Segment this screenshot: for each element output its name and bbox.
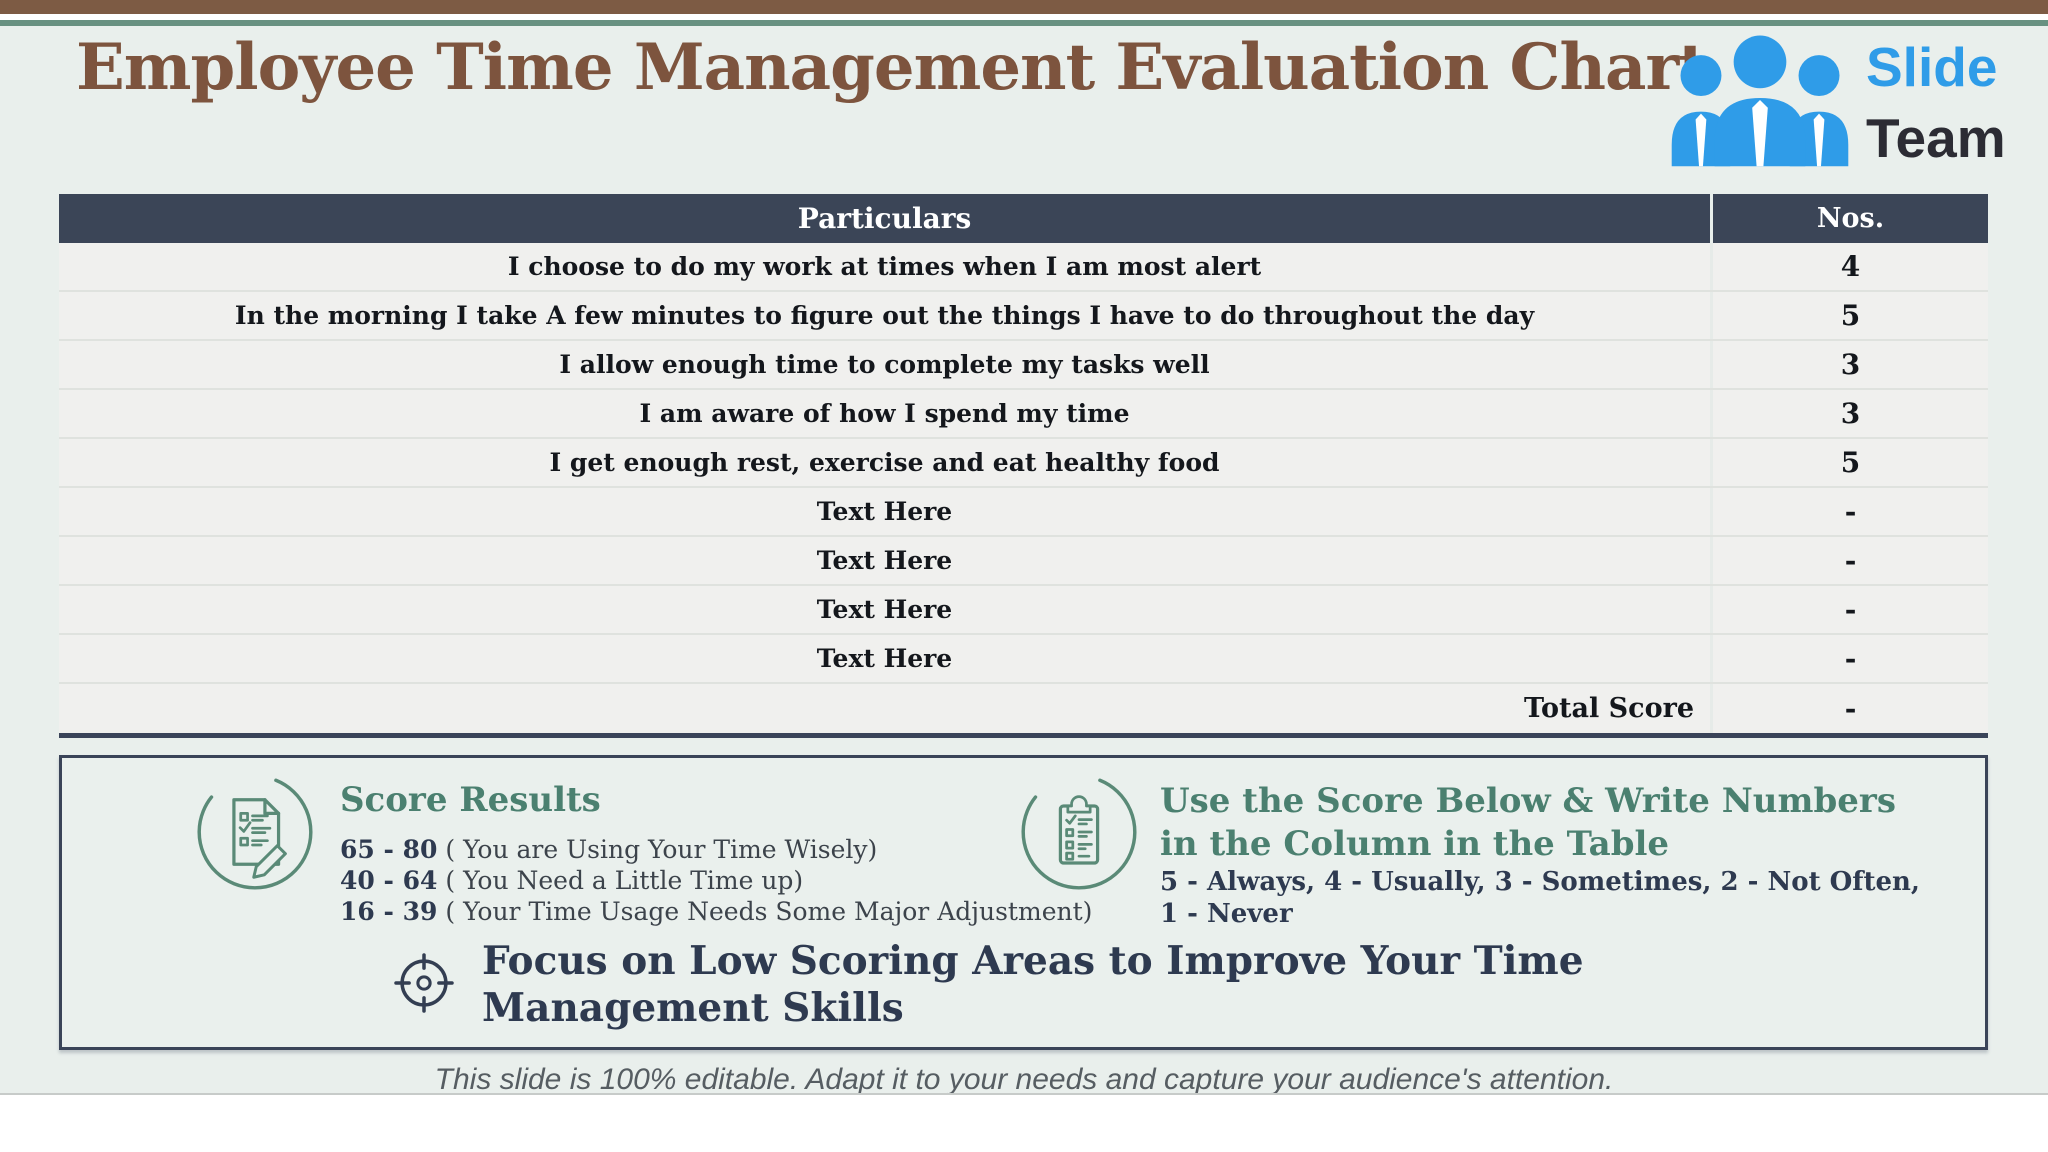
nos-cell: - bbox=[1710, 537, 1988, 584]
header-particulars: Particulars bbox=[797, 202, 972, 235]
score-key-heading: Use the Score Below & Write Numbers in t… bbox=[1160, 780, 1896, 866]
nos-cell: 3 bbox=[1710, 341, 1988, 388]
nos-cell: - bbox=[1710, 635, 1988, 682]
top-accent-bar-green bbox=[0, 20, 2048, 26]
particular-cell: Text Here bbox=[816, 595, 953, 624]
focus-statement: Focus on Low Scoring Areas to Improve Yo… bbox=[482, 938, 1584, 1032]
nos-cell: 4 bbox=[1710, 243, 1988, 290]
clipboard-checklist-icon bbox=[1021, 774, 1137, 890]
top-accent-bar-white bbox=[0, 14, 2048, 20]
particular-cell: I get enough rest, exercise and eat heal… bbox=[549, 448, 1220, 477]
score-key-heading-line1: Use the Score Below & Write Numbers bbox=[1160, 781, 1896, 821]
score-range-text: ( You Need a Little Time up) bbox=[445, 866, 804, 895]
table-row: Text Here - bbox=[59, 635, 1988, 684]
target-icon bbox=[394, 953, 454, 1013]
particular-cell: I allow enough time to complete my tasks… bbox=[559, 350, 1210, 379]
particular-cell: I am aware of how I spend my time bbox=[639, 399, 1130, 428]
particular-cell: Text Here bbox=[816, 644, 953, 673]
table-row: Text Here - bbox=[59, 488, 1988, 537]
score-range-text: ( You are Using Your Time Wisely) bbox=[445, 835, 878, 864]
score-legend-panel: Score Results 65 - 80( You are Using You… bbox=[59, 755, 1988, 1050]
logo-word-team: Team bbox=[1866, 107, 2006, 169]
nos-cell: - bbox=[1710, 488, 1988, 535]
score-results-heading: Score Results bbox=[340, 780, 601, 820]
score-range-line: 40 - 64( You Need a Little Time up) bbox=[340, 865, 1092, 896]
focus-statement-line2: Management Skills bbox=[482, 985, 904, 1031]
score-range-text: ( Your Time Usage Needs Some Major Adjus… bbox=[445, 897, 1093, 926]
particular-cell: In the morning I take A few minutes to f… bbox=[234, 301, 1535, 330]
table-row: I choose to do my work at times when I a… bbox=[59, 243, 1988, 292]
document-checklist-icon bbox=[197, 774, 313, 890]
table-row: I am aware of how I spend my time 3 bbox=[59, 390, 1988, 439]
people-icon bbox=[1671, 35, 1849, 167]
slideteam-logo: Slide Team bbox=[1660, 28, 2006, 168]
table-row: In the morning I take A few minutes to f… bbox=[59, 292, 1988, 341]
header-nos: Nos. bbox=[1710, 194, 1988, 243]
page-title: Employee Time Management Evaluation Char… bbox=[76, 30, 1708, 105]
focus-statement-line1: Focus on Low Scoring Areas to Improve Yo… bbox=[482, 938, 1584, 984]
nos-cell: 3 bbox=[1710, 390, 1988, 437]
bottom-white-band bbox=[0, 1093, 2048, 1152]
table-header-row: Particulars Nos. bbox=[59, 194, 1988, 243]
score-key-text-line2: 1 - Never bbox=[1160, 899, 1293, 929]
table-row: I get enough rest, exercise and eat heal… bbox=[59, 439, 1988, 488]
logo-word-slide: Slide bbox=[1866, 36, 1998, 98]
particular-cell: Text Here bbox=[816, 497, 953, 526]
table-row: Text Here - bbox=[59, 586, 1988, 635]
nos-cell: 5 bbox=[1710, 292, 1988, 339]
total-score-label: Total Score bbox=[1524, 693, 1694, 724]
score-key-text-line1: 5 - Always, 4 - Usually, 3 - Sometimes, … bbox=[1160, 867, 1920, 897]
score-key-heading-line2: in the Column in the Table bbox=[1160, 824, 1670, 864]
top-accent-bar-brown bbox=[0, 0, 2048, 14]
evaluation-table: Particulars Nos. I choose to do my work … bbox=[59, 194, 1988, 738]
logo-text: Slide Team bbox=[1866, 28, 2006, 166]
particular-cell: Text Here bbox=[816, 546, 953, 575]
score-range-line: 16 - 39( Your Time Usage Needs Some Majo… bbox=[340, 896, 1092, 927]
nos-cell: 5 bbox=[1710, 439, 1988, 486]
score-range: 16 - 39 bbox=[340, 897, 438, 926]
score-range: 65 - 80 bbox=[340, 835, 438, 864]
score-range-line: 65 - 80( You are Using Your Time Wisely) bbox=[340, 834, 1092, 865]
score-results-lines: 65 - 80( You are Using Your Time Wisely)… bbox=[340, 834, 1092, 927]
score-range: 40 - 64 bbox=[340, 866, 438, 895]
score-key-text: 5 - Always, 4 - Usually, 3 - Sometimes, … bbox=[1160, 866, 1920, 930]
table-bottom-border bbox=[59, 733, 1988, 738]
nos-cell: - bbox=[1710, 586, 1988, 633]
particular-cell: I choose to do my work at times when I a… bbox=[507, 252, 1262, 281]
editable-note: This slide is 100% editable. Adapt it to… bbox=[434, 1063, 1614, 1096]
table-row: Text Here - bbox=[59, 537, 1988, 586]
table-row: I allow enough time to complete my tasks… bbox=[59, 341, 1988, 390]
total-score-value: - bbox=[1710, 684, 1988, 733]
total-score-row: Total Score - bbox=[59, 684, 1988, 733]
